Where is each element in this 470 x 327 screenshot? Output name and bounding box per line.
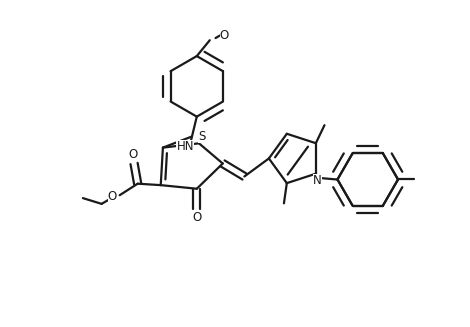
Text: O: O [129, 148, 138, 161]
Text: S: S [198, 130, 205, 143]
Text: N: N [313, 174, 321, 187]
Text: O: O [192, 211, 202, 224]
Text: O: O [108, 190, 117, 203]
Text: HN: HN [177, 140, 194, 153]
Text: O: O [220, 29, 229, 43]
